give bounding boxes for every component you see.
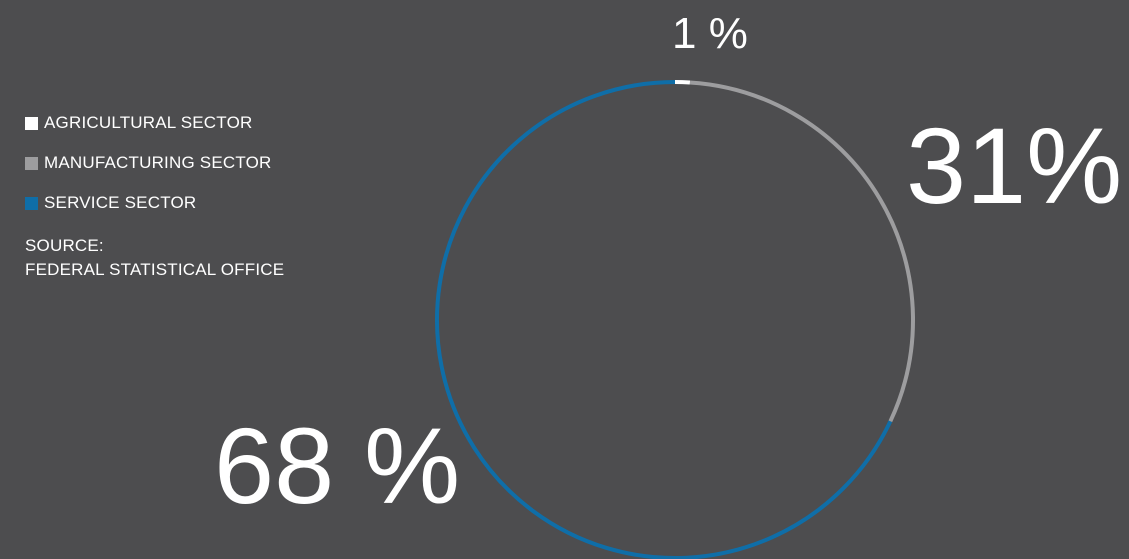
legend-swatch-agricultural	[25, 116, 38, 130]
ring-segment-service	[435, 80, 893, 559]
legend-label-agricultural: AGRICULTURAL SECTOR	[44, 113, 253, 132]
chart-legend: AGRICULTURAL SECTOR MANUFACTURING SECTOR…	[25, 112, 272, 232]
ring-segments	[435, 80, 915, 559]
legend-label-manufacturing: MANUFACTURING SECTOR	[44, 153, 272, 172]
legend-swatch-service	[25, 196, 38, 210]
legend-item-agricultural: AGRICULTURAL SECTOR	[25, 112, 272, 134]
legend-item-service: SERVICE SECTOR	[25, 192, 272, 214]
ring-segment-manufacturing	[689, 80, 915, 423]
source-name: FEDERAL STATISTICAL OFFICE	[25, 260, 285, 279]
data-label-manufacturing: 31%	[906, 105, 1123, 226]
legend-label-service: SERVICE SECTOR	[44, 193, 197, 212]
data-label-agricultural: 1 %	[672, 9, 748, 58]
legend-swatch-manufacturing	[25, 156, 38, 170]
source-note: SOURCE: FEDERAL STATISTICAL OFFICE	[25, 234, 284, 282]
source-label: SOURCE:	[25, 236, 104, 255]
legend-item-manufacturing: MANUFACTURING SECTOR	[25, 152, 272, 174]
data-label-service: 68 %	[214, 405, 461, 526]
